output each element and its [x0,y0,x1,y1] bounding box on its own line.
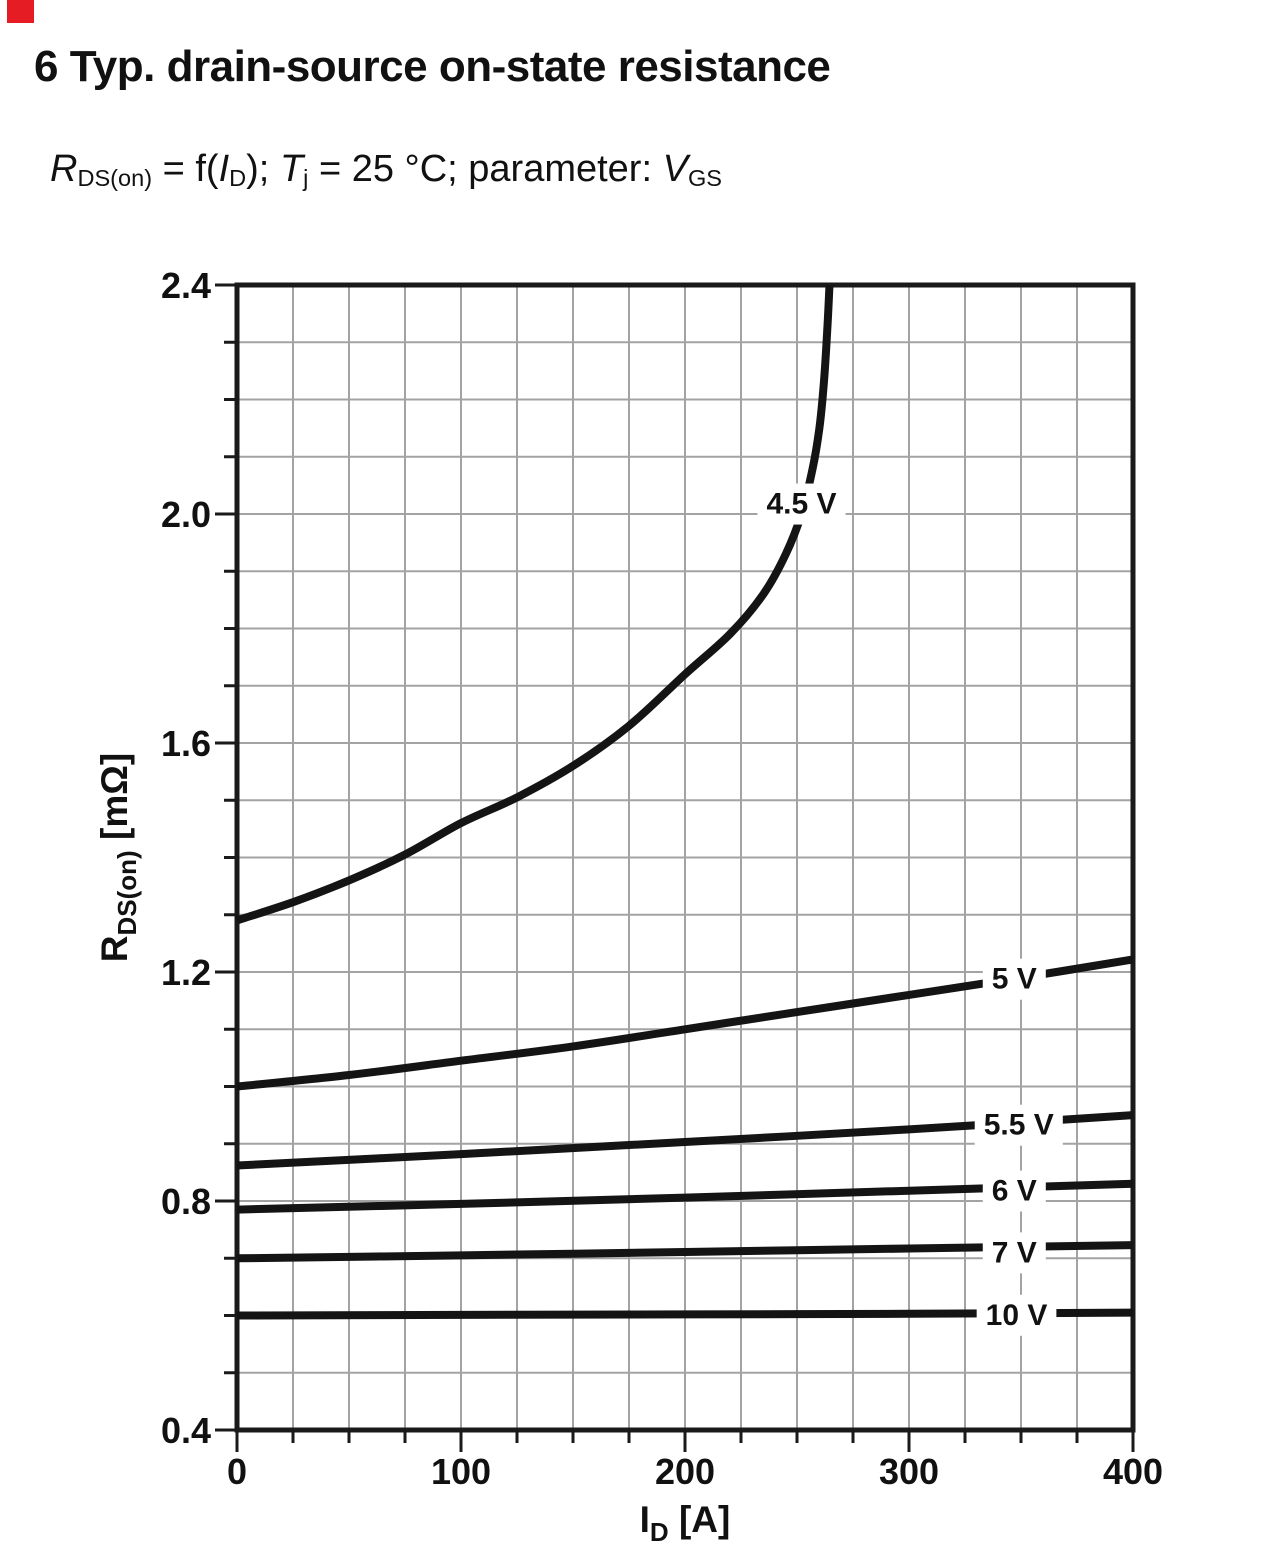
text-segment: j [303,165,309,192]
red-corner-mark [7,0,34,23]
y-tick-label: 2.4 [161,265,211,306]
text-segment: R [50,148,78,190]
text-segment: = 25 °C; parameter: [308,148,663,190]
axis-title-segment: [A] [669,1499,731,1540]
x-axis-title: ID [A] [640,1499,731,1547]
curve-label-4.5V: 4.5 V [766,488,836,521]
axis-title-segment: I [640,1499,650,1540]
x-tick-label: 200 [655,1451,715,1492]
text-segment: I [218,148,230,190]
curve-label-5V: 5 V [992,963,1037,996]
x-tick-label: 300 [879,1451,939,1492]
axis-title-segment: DS(on) [112,850,142,935]
y-axis-title: RDS(on) [mΩ] [94,753,142,962]
text-segment: V [662,148,688,190]
y-tick-label: 1.2 [161,952,211,993]
curve-label-10V: 10 V [986,1299,1048,1332]
text-segment: GS [687,165,722,192]
curve-label-6V: 6 V [992,1175,1037,1208]
curve-label-7V: 7 V [992,1236,1037,1269]
text-segment: T [279,148,304,190]
figure-conditions: RDS(on) = f(ID); Tj = 25 °C; parameter: … [50,148,722,192]
curve-label-box [982,1170,1046,1212]
text-segment: = f( [152,148,219,190]
y-tick-label: 1.6 [161,723,211,764]
y-tick-label: 0.8 [161,1181,211,1222]
curve-label-box [974,1104,1063,1146]
y-tick-label: 0.4 [161,1410,211,1451]
axis-title-segment: [mΩ] [94,753,135,851]
x-tick-label: 400 [1103,1451,1163,1492]
curve-label-box [976,1294,1057,1336]
text-segment: D [229,165,247,192]
curve-label-5.5V: 5.5 V [984,1109,1054,1142]
text-segment: ); [246,148,280,190]
x-tick-label: 0 [227,1451,247,1492]
curve-label-box [982,958,1046,1000]
text-segment: DS(on) [77,165,153,192]
curve-4.5V [235,284,834,925]
axis-title-segment: R [94,935,135,962]
curve-label-box [757,483,846,525]
x-tick-label: 100 [431,1451,491,1492]
y-tick-label: 2.0 [161,494,211,535]
figure-title: 6 Typ. drain-source on-state resistance [34,42,831,91]
curve-label-box [982,1232,1046,1274]
axis-title-segment: D [650,1517,669,1547]
